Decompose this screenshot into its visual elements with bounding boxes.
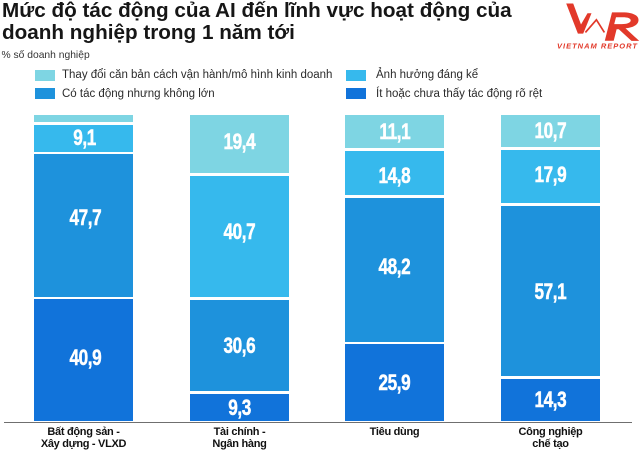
svg-text:VIETNAM REPORT: VIETNAM REPORT	[557, 41, 638, 50]
